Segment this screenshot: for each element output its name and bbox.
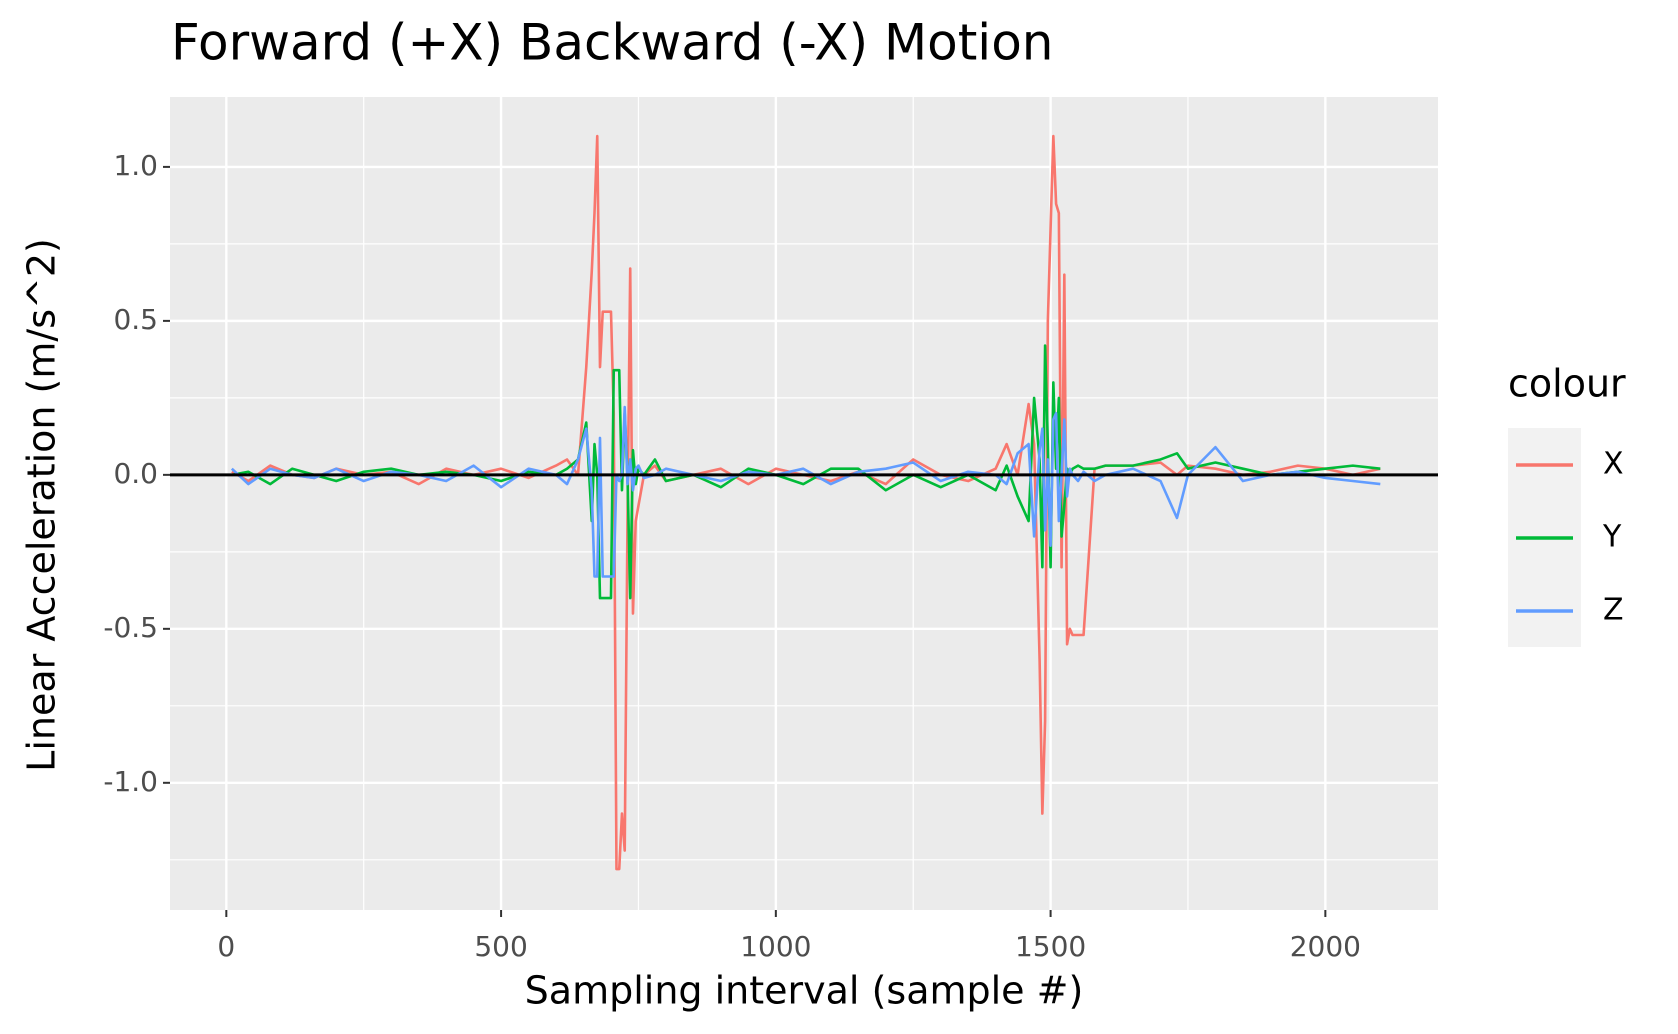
plot-panel [170,97,1438,910]
chart-title: Forward (+X) Backward (-X) Motion [171,14,1053,72]
x-tick-label: 1500 [1015,930,1086,963]
legend-label: Y [1602,520,1622,555]
legend-label: X [1603,447,1624,482]
series-line [231,134,1381,871]
y-tick-label: -1.0 [103,765,158,798]
x-axis-title: Sampling interval (sample #) [525,969,1084,1013]
legend-label: Z [1603,593,1624,628]
y-tick-label: 0.0 [113,457,158,490]
x-tick-label: 2000 [1290,930,1361,963]
y-tick-label: -0.5 [103,611,158,644]
y-tick-label: 0.5 [113,303,158,336]
y-axis-title: Linear Acceleration (m/s^2) [20,238,64,772]
legend-title: colour [1508,362,1626,406]
x-tick-label: 500 [474,930,527,963]
x-tick-label: 0 [217,930,235,963]
x-tick-label: 1000 [740,930,811,963]
y-tick-label: 1.0 [113,149,158,182]
